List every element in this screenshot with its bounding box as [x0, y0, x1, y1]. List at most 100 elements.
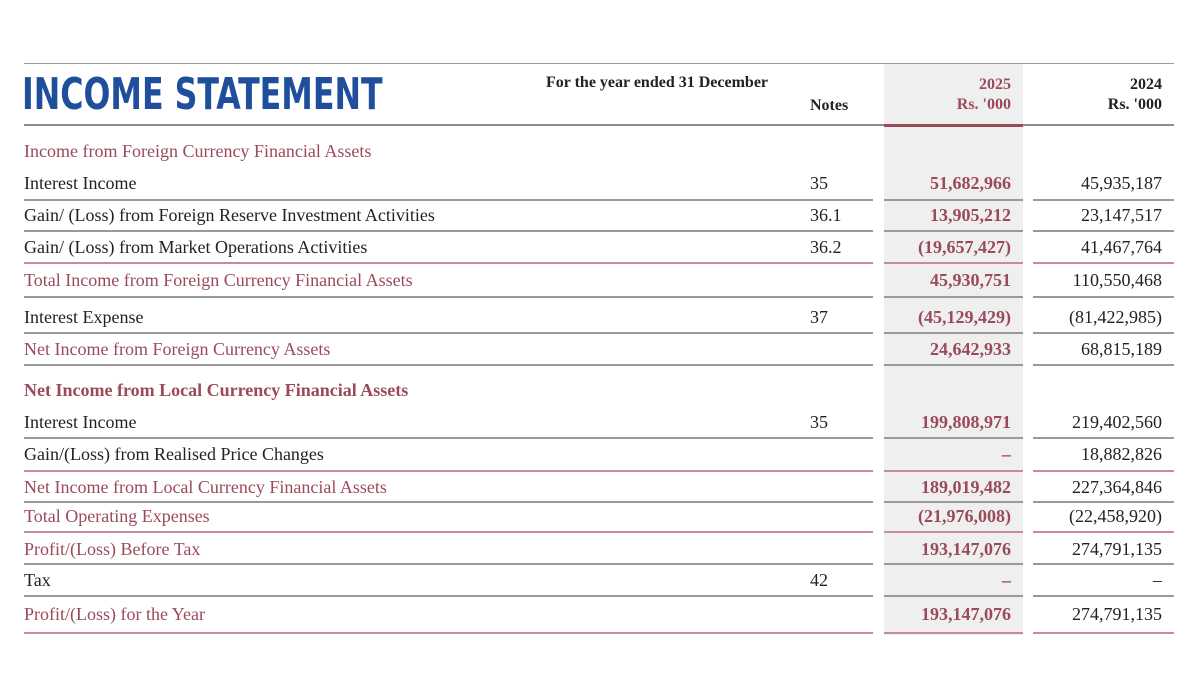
- row-label: Profit/(Loss) for the Year: [24, 604, 205, 624]
- table-row: Tax 42 – –: [0, 566, 1200, 594]
- row-label: Gain/ (Loss) from Foreign Reserve Invest…: [24, 205, 435, 225]
- table-row: Net Income from Foreign Currency Assets 2…: [0, 335, 1200, 363]
- row-label: Net Income from Local Currency Financial…: [24, 477, 387, 497]
- table-row: Total Income from Foreign Currency Finan…: [0, 266, 1200, 294]
- row-note: 42: [810, 570, 828, 590]
- table-row: Interest Expense 37 (45,129,429) (81,422,98…: [0, 303, 1200, 331]
- row-value-2024: (81,422,985): [1069, 307, 1162, 327]
- row-value-2025: –: [1002, 570, 1011, 590]
- row-divider: [24, 262, 873, 264]
- row-value-2024: 110,550,468: [1072, 270, 1162, 290]
- row-value-2025: 199,808,971: [921, 412, 1011, 432]
- row-note: 37: [810, 307, 828, 327]
- row-value-2025: 13,905,212: [930, 205, 1011, 225]
- row-divider: [1033, 501, 1174, 503]
- previous-year-label: 2024: [1130, 76, 1162, 93]
- table-row: Interest Income 35 199,808,971 219,402,560: [0, 408, 1200, 436]
- table-row: Net Income from Local Currency Financial…: [0, 473, 1200, 501]
- row-divider: [24, 364, 873, 366]
- row-divider: [24, 501, 873, 503]
- row-value-2024: 45,935,187: [1081, 173, 1162, 193]
- row-divider: [24, 437, 873, 439]
- row-divider: [1033, 470, 1174, 472]
- table-row: Total Operating Expenses (21,976,008) (22,…: [0, 502, 1200, 530]
- row-value-2024: 41,467,764: [1081, 237, 1162, 257]
- row-value-2025: 193,147,076: [921, 604, 1011, 624]
- row-divider: [24, 470, 873, 472]
- row-value-2025: 24,642,933: [930, 339, 1011, 359]
- row-value-2024: 23,147,517: [1081, 205, 1162, 225]
- row-value-2024: 18,882,826: [1081, 444, 1162, 464]
- table-row: Profit/(Loss) Before Tax 193,147,076 274,7…: [0, 535, 1200, 563]
- notes-column-header: Notes: [810, 97, 849, 114]
- current-year-header: 2025 Rs. '000: [861, 75, 1011, 115]
- row-divider: [1033, 199, 1174, 201]
- row-label: Interest Expense: [24, 307, 144, 327]
- row-divider: [884, 595, 1023, 597]
- row-value-2025: 189,019,482: [921, 477, 1011, 497]
- table-row: Gain/ (Loss) from Foreign Reserve Invest…: [0, 201, 1200, 229]
- current-year-label: 2025: [979, 76, 1011, 93]
- row-value-2024: 274,791,135: [1072, 539, 1162, 559]
- table-row: Net Income from Local Currency Financial…: [0, 376, 1200, 404]
- row-label: Net Income from Foreign Currency Assets: [24, 339, 331, 359]
- row-label: Interest Income: [24, 412, 137, 432]
- row-note: 35: [810, 412, 828, 432]
- top-rule: [24, 63, 1174, 64]
- row-note: 36.2: [810, 237, 842, 257]
- row-divider: [24, 531, 873, 533]
- row-divider: [1033, 563, 1174, 565]
- row-divider: [884, 437, 1023, 439]
- row-label: Tax: [24, 570, 51, 590]
- table-row: Gain/(Loss) from Realised Price Changes –…: [0, 440, 1200, 468]
- row-value-2025: (21,976,008): [918, 506, 1011, 526]
- row-divider: [1033, 230, 1174, 232]
- row-divider: [24, 332, 873, 334]
- row-divider: [884, 296, 1023, 298]
- row-divider: [884, 470, 1023, 472]
- row-value-2025: (19,657,427): [918, 237, 1011, 257]
- row-label: Total Income from Foreign Currency Finan…: [24, 270, 413, 290]
- row-divider: [1033, 364, 1174, 366]
- row-label: Profit/(Loss) Before Tax: [24, 539, 201, 559]
- row-divider: [24, 563, 873, 565]
- period-label: For the year ended 31 December: [546, 74, 769, 91]
- row-divider: [1033, 332, 1174, 334]
- row-divider: [884, 230, 1023, 232]
- row-divider: [1033, 262, 1174, 264]
- row-value-2024: 274,791,135: [1072, 604, 1162, 624]
- table-row: Profit/(Loss) for the Year 193,147,076 274…: [0, 600, 1200, 628]
- row-divider: [1033, 531, 1174, 533]
- row-label: Interest Income: [24, 173, 137, 193]
- row-divider: [1033, 437, 1174, 439]
- row-divider: [24, 595, 873, 597]
- row-divider: [24, 632, 873, 634]
- row-divider: [1033, 296, 1174, 298]
- row-value-2025: 193,147,076: [921, 539, 1011, 559]
- row-label: Gain/(Loss) from Realised Price Changes: [24, 444, 324, 464]
- row-divider: [884, 262, 1023, 264]
- header-rule: [24, 124, 1174, 126]
- row-note: 36.1: [810, 205, 842, 225]
- row-divider: [1033, 595, 1174, 597]
- row-divider: [24, 230, 873, 232]
- row-value-2025: (45,129,429): [918, 307, 1011, 327]
- statement-title: INCOME STATEMENT: [22, 69, 383, 120]
- row-value-2024: 227,364,846: [1072, 477, 1162, 497]
- row-divider: [884, 199, 1023, 201]
- row-divider: [884, 531, 1023, 533]
- row-value-2024: (22,458,920): [1069, 506, 1162, 526]
- row-divider: [884, 364, 1023, 366]
- row-divider: [884, 332, 1023, 334]
- current-year-unit: Rs. '000: [956, 96, 1011, 113]
- row-value-2024: –: [1153, 570, 1162, 590]
- previous-year-unit: Rs. '000: [1107, 96, 1162, 113]
- table-row: Gain/ (Loss) from Market Operations Acti…: [0, 233, 1200, 261]
- row-divider: [24, 199, 873, 201]
- row-divider: [884, 501, 1023, 503]
- row-value-2025: 45,930,751: [930, 270, 1011, 290]
- table-row: Interest Income 35 51,682,966 45,935,187: [0, 169, 1200, 197]
- current-year-header-accent: [884, 124, 1023, 127]
- row-value-2024: 68,815,189: [1081, 339, 1162, 359]
- row-divider: [884, 632, 1023, 634]
